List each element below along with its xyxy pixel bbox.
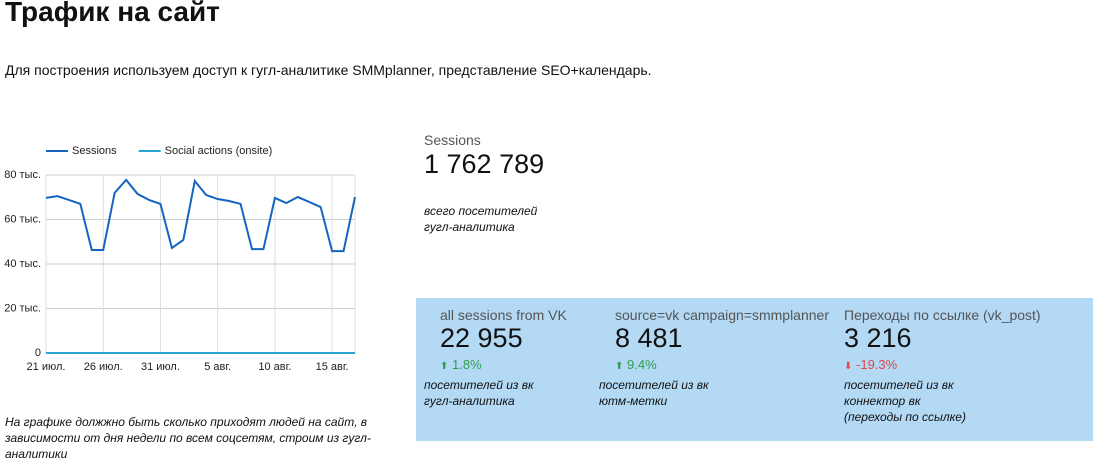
caption-line: посетителей из вк: [599, 378, 709, 392]
x-tick-label: 5 авг.: [204, 361, 231, 373]
card-label: source=vk campaign=smmplanner: [615, 307, 829, 323]
cards-panel: [416, 298, 1093, 441]
caption-line: коннектор вк: [844, 394, 921, 408]
delta-arrow: ⬆: [440, 361, 449, 372]
title: Трафик на сайт: [5, 0, 220, 27]
caption-line: посетителей из вк: [844, 378, 954, 392]
series-line: [45, 178, 356, 253]
x-tick-label: 31 июл.: [141, 361, 180, 373]
note-line: На графике должжно быть сколько приходят…: [5, 415, 368, 429]
card-label: Переходы по ссылке (vk_post): [844, 307, 1041, 323]
delta-arrow: ⬆: [615, 361, 624, 372]
card-caption: посетителей из вк гугл-аналитика: [424, 377, 534, 409]
y-tick-label: 60 тыс.: [4, 213, 41, 225]
card-caption: посетителей из вк ютм-метки: [599, 377, 709, 409]
note-line: зависимости от дня недели по всем соцсет…: [5, 431, 371, 445]
x-tick-label: 10 авг.: [258, 361, 291, 373]
caption-line: ютм-метки: [599, 394, 668, 408]
card-caption: посетителей из вк коннектор вк (переходы п…: [844, 377, 966, 425]
delta-value: 9.4%: [627, 357, 657, 372]
card-value: 8 481: [615, 323, 683, 353]
total-value: 1 762 789: [424, 149, 545, 179]
x-tick-label: 15 авг.: [316, 361, 349, 373]
delta-arrow: ⬇: [844, 361, 853, 372]
caption-line: (переходы по ссылке): [844, 410, 966, 424]
note-line: аналитики: [5, 447, 68, 461]
card-delta: ⬆ 1.8%: [440, 357, 482, 372]
delta-value: 1.8%: [452, 357, 482, 372]
caption-line: гугл-аналитика: [424, 394, 515, 408]
chart: 0 20 тыс. 40 тыс. 60 тыс. 80 тыс. 21 июл. 26 и…: [4, 145, 356, 373]
total-caption: всего посетителей гугл-аналитика: [424, 203, 537, 235]
chart-note: На графике должжно быть сколько приходят…: [5, 414, 371, 462]
delta-value: -19.3%: [856, 357, 898, 372]
y-tick-label: 80 тыс.: [4, 169, 41, 181]
card-value: 3 216: [844, 323, 912, 353]
legend-label: Social actions (onsite): [165, 145, 273, 157]
x-tick-label: 26 июл.: [84, 361, 123, 373]
subtitle: Для построения используем доступ к гугл-…: [5, 62, 652, 78]
card-delta: ⬇ -19.3%: [844, 357, 897, 372]
caption-line: посетителей из вк: [424, 378, 534, 392]
total-label: Sessions: [424, 132, 481, 148]
x-tick-label: 21 июл.: [27, 361, 66, 373]
card-delta: ⬆ 9.4%: [615, 357, 657, 372]
legend-label: Sessions: [72, 145, 117, 157]
y-tick-label: 40 тыс.: [4, 258, 41, 270]
y-tick-label: 20 тыс.: [4, 302, 41, 314]
caption-line: гугл-аналитика: [424, 220, 515, 234]
card-label: all sessions from VK: [440, 307, 567, 323]
y-tick-label: 0: [35, 347, 41, 359]
caption-line: всего посетителей: [424, 204, 538, 218]
card-value: 22 955: [440, 323, 523, 353]
